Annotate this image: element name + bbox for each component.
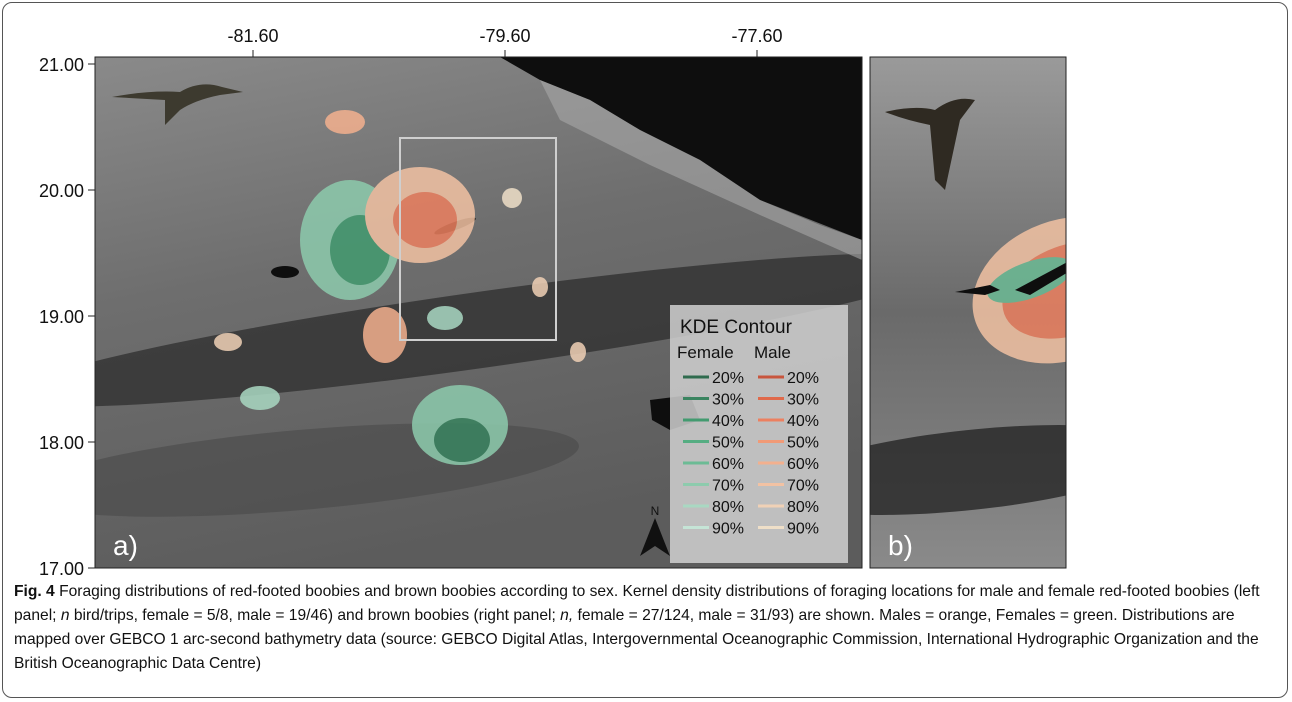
legend-label: 50%: [787, 435, 819, 452]
x-tick-label: -81.60: [227, 26, 278, 46]
legend-label: 20%: [712, 370, 744, 387]
y-tick-label: 18.00: [39, 433, 84, 453]
legend-label: 60%: [787, 456, 819, 473]
x-tick-label: -77.60: [731, 26, 782, 46]
legend-label: 20%: [787, 370, 819, 387]
caption: Fig. 4 Foraging distributions of red-foo…: [14, 580, 1280, 676]
legend-label: 60%: [712, 456, 744, 473]
y-tick-label: 17.00: [39, 559, 84, 575]
panel-label: a): [113, 530, 138, 561]
legend-label: 40%: [787, 413, 819, 430]
y-tick-label: 19.00: [39, 307, 84, 327]
caption-italic: n,: [560, 607, 573, 624]
legend-title: KDE Contour: [680, 317, 793, 338]
x-tick-label: -79.60: [479, 26, 530, 46]
legend-label: 40%: [712, 413, 744, 430]
legend-label: 30%: [712, 392, 744, 409]
page: -81.60 -79.60 -77.60 21.00 20.00 19.00 18.00 17…: [0, 0, 1292, 702]
figure: -81.60 -79.60 -77.60 21.00 20.00 19.00 18.00 17…: [0, 0, 1292, 575]
legend-label: 80%: [712, 499, 744, 516]
caption-text: bird/trips, female = 5/8, male = 19/46) …: [70, 607, 561, 624]
legend-label: 70%: [787, 478, 819, 495]
panel-label: b): [888, 530, 913, 561]
legend-label: 70%: [712, 478, 744, 495]
legend-label: 90%: [787, 521, 819, 538]
legend-label: 90%: [712, 521, 744, 538]
legend-header: Male: [754, 343, 791, 362]
legend-label: 30%: [787, 392, 819, 409]
caption-label: Fig. 4: [14, 583, 55, 600]
caption-italic: n: [61, 607, 70, 624]
y-tick-label: 21.00: [39, 55, 84, 75]
y-tick-label: 20.00: [39, 181, 84, 201]
legend-label: 80%: [787, 499, 819, 516]
legend-label: 50%: [712, 435, 744, 452]
legend-header: Female: [677, 343, 734, 362]
north-label: N: [651, 504, 660, 518]
